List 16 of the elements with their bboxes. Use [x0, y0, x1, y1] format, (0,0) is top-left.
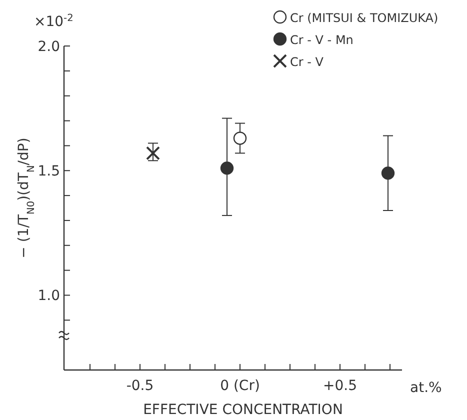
x-tick-label: 0 (Cr): [220, 378, 260, 394]
legend-label: Cr - V: [290, 55, 324, 69]
y-tick-label: 2.0: [38, 39, 60, 55]
text: ×10$^{-2}$: [34, 12, 74, 30]
point: [146, 146, 160, 160]
x-tick-label: -0.5: [126, 378, 154, 394]
x-axis-title: EFFECTIVE CONCENTRATION: [143, 402, 343, 418]
text: at.%: [410, 380, 442, 396]
point: [381, 166, 395, 180]
y-tick-label: 1.5: [38, 164, 60, 180]
x-tick-label: +0.5: [323, 378, 357, 394]
legend-label: Cr - V - Mn: [290, 33, 354, 47]
legend-label: Cr (MITSUI & TOMIZUKA): [290, 11, 438, 25]
y-tick-label: 1.0: [38, 288, 60, 304]
point: [220, 162, 234, 175]
point: [233, 132, 247, 145]
